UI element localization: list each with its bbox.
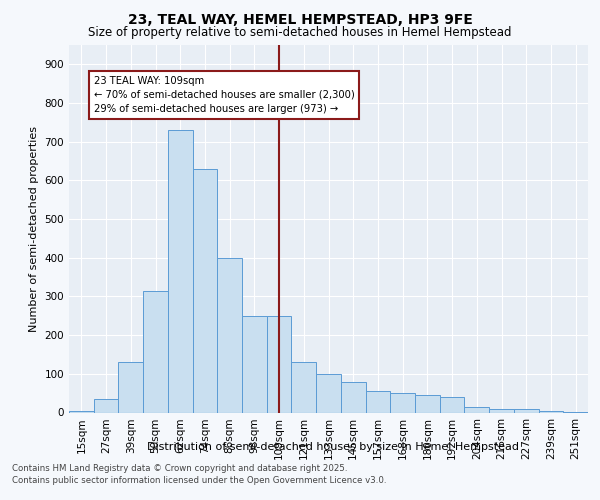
Bar (168, 130, 193, 412)
Bar (489, 408, 514, 412)
Bar (143, 290, 168, 412)
Bar (415, 395, 440, 412)
Bar (390, 393, 415, 412)
Text: Contains HM Land Registry data © Crown copyright and database right 2025.: Contains HM Land Registry data © Crown c… (12, 464, 347, 473)
Bar (440, 397, 464, 412)
Text: Size of property relative to semi-detached houses in Hemel Hempstead: Size of property relative to semi-detach… (88, 26, 512, 39)
Bar (267, 316, 292, 412)
Bar (341, 382, 365, 412)
Text: Contains public sector information licensed under the Open Government Licence v3: Contains public sector information licen… (12, 476, 386, 485)
Bar (292, 362, 316, 412)
Bar (514, 410, 539, 412)
Bar (69, 410, 94, 412)
Text: 23, TEAL WAY, HEMEL HEMPSTEAD, HP3 9FE: 23, TEAL WAY, HEMEL HEMPSTEAD, HP3 9FE (128, 12, 472, 26)
Bar (94, 399, 118, 412)
Bar (242, 316, 267, 412)
Bar (217, 258, 242, 412)
Text: Distribution of semi-detached houses by size in Hemel Hempstead: Distribution of semi-detached houses by … (147, 442, 519, 452)
Text: 23 TEAL WAY: 109sqm
← 70% of semi-detached houses are smaller (2,300)
29% of sem: 23 TEAL WAY: 109sqm ← 70% of semi-detach… (94, 76, 355, 114)
Y-axis label: Number of semi-detached properties: Number of semi-detached properties (29, 126, 39, 332)
Bar (365, 391, 390, 412)
Bar (464, 406, 489, 412)
Bar (193, 169, 217, 412)
Bar (118, 362, 143, 412)
Bar (316, 374, 341, 412)
